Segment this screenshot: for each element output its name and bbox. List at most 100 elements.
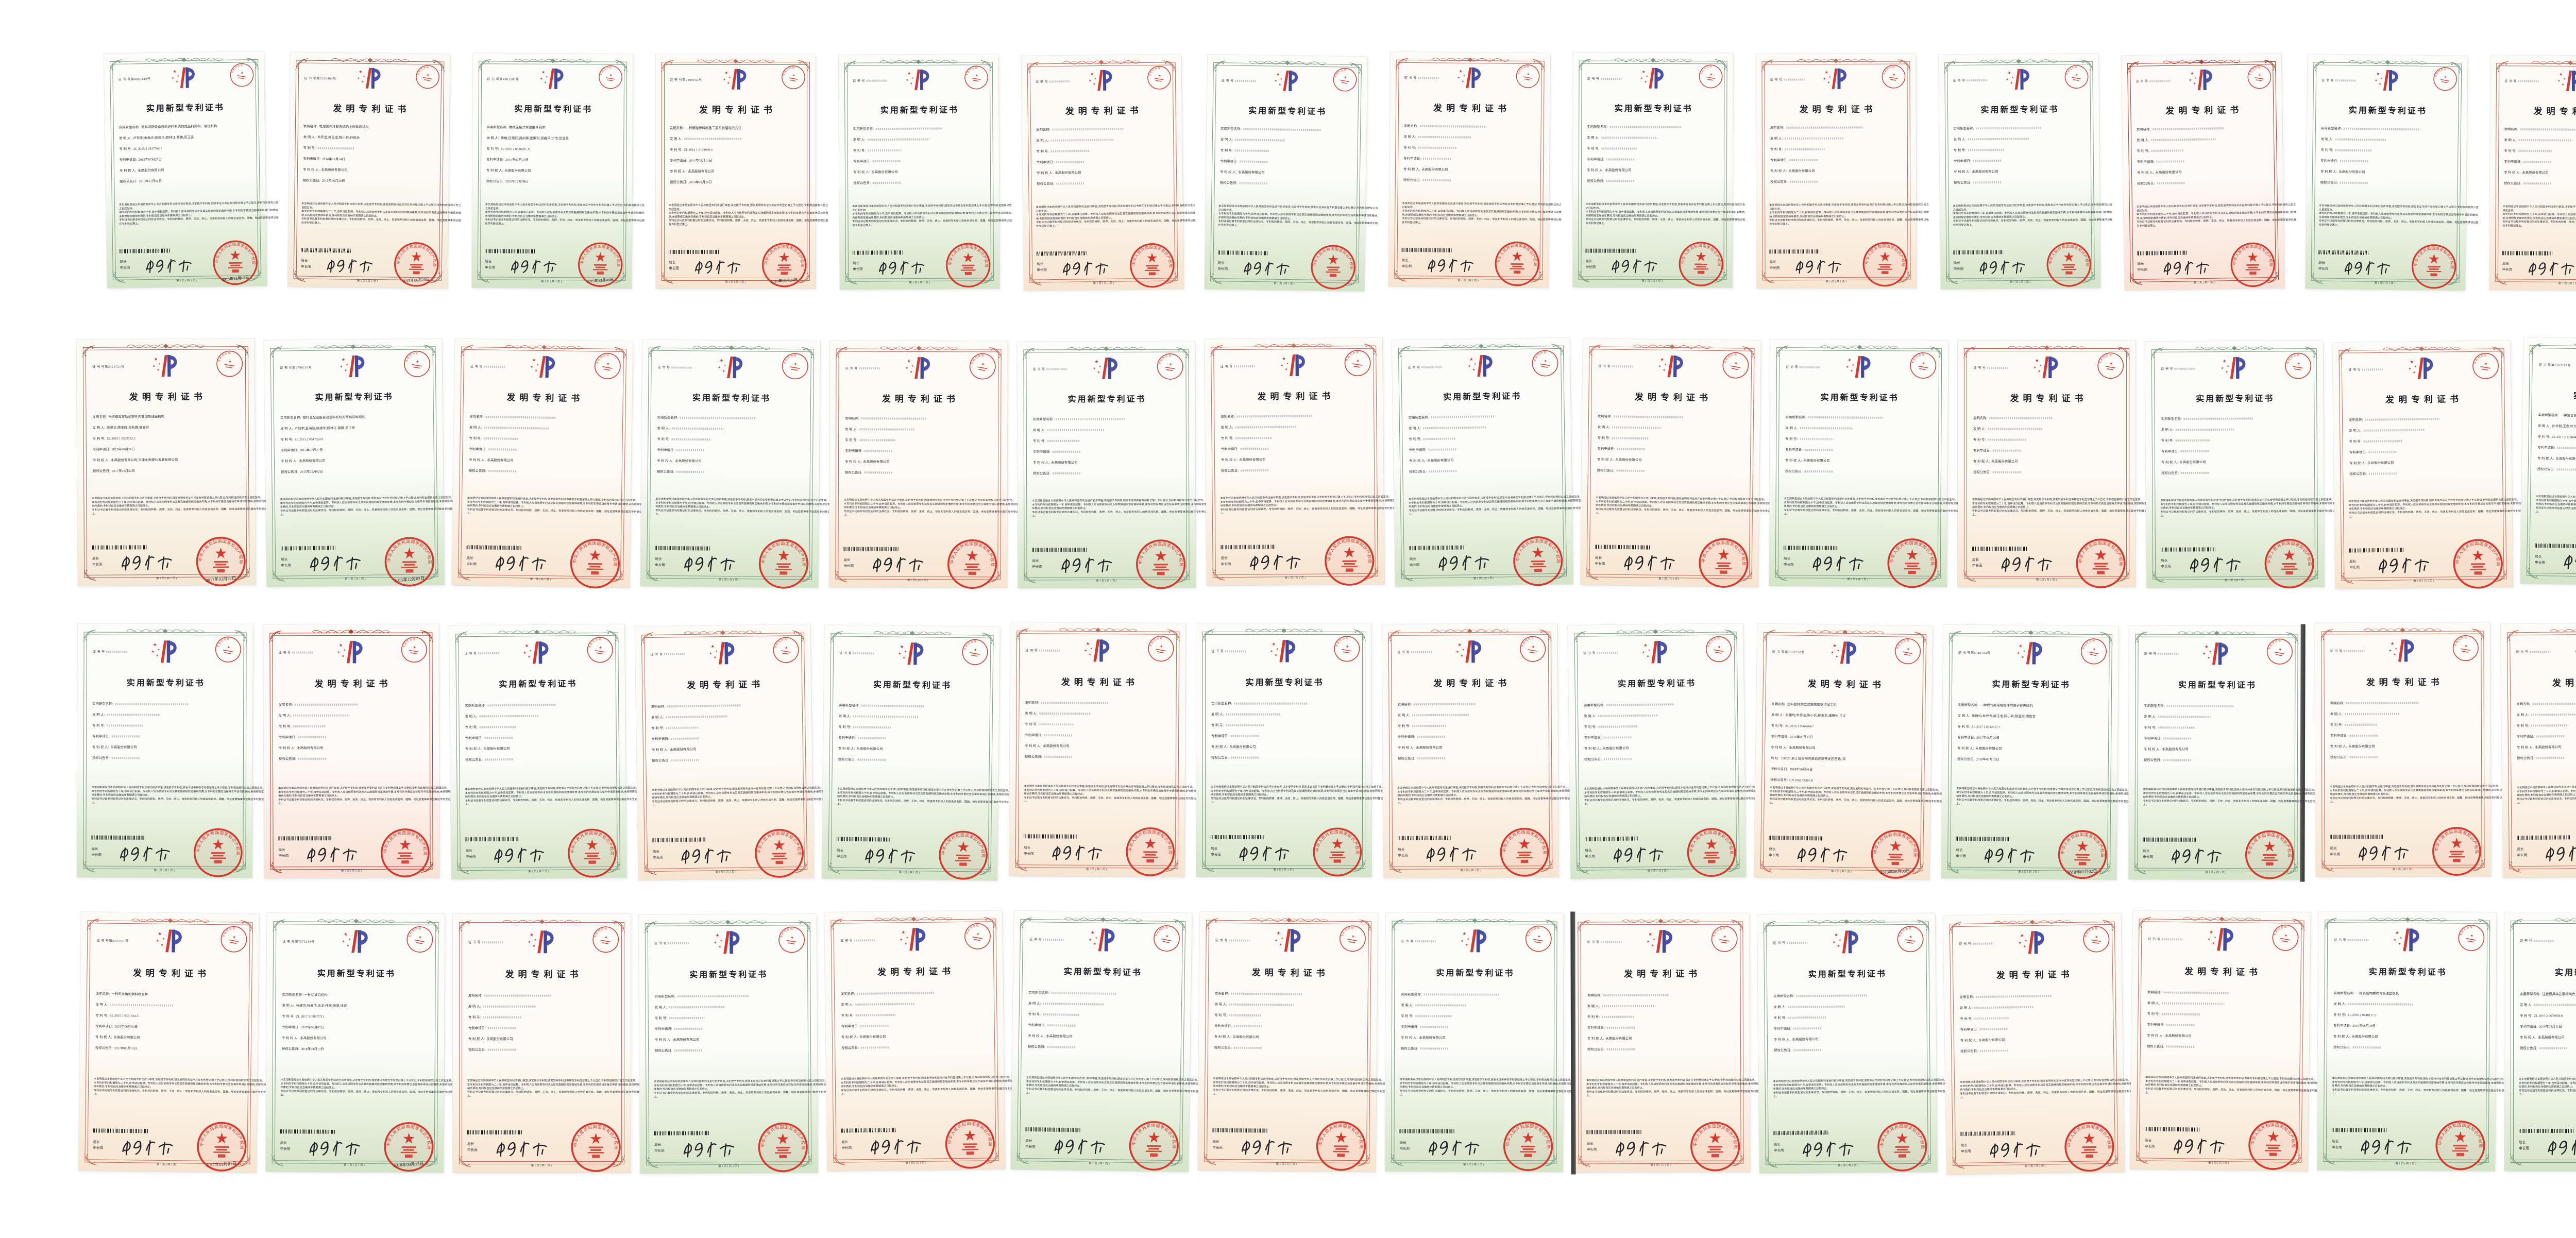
illegible-text-line <box>2531 713 2576 716</box>
illegible-text-line <box>859 439 895 442</box>
corner-flourish <box>1544 1154 1557 1167</box>
corner-flourish <box>2106 1155 2119 1167</box>
field-row-name: 实用新型名称: 一种复合管 <box>2538 413 2576 419</box>
certificate-number: 证 书 号 <box>2520 939 2554 943</box>
illegible-text-line <box>860 1024 890 1027</box>
corner-flourish <box>269 631 282 643</box>
director-block: 局长 申长雨 <box>466 555 477 568</box>
official-seal: 中华人民共和国国家知识产权局 <box>2047 242 2092 287</box>
director-label: 局长 <box>1960 1143 1968 1147</box>
cnipa-logo-icon: ★ ★ ★ ★ <box>357 68 381 89</box>
illegible-text-line <box>1230 992 1302 995</box>
agency-stamp-icon: 专利代办处 ★ <box>781 64 805 89</box>
field-value: 永高股份有限公司 <box>1421 167 1448 172</box>
field-row-grant-date: 授权公告日: <box>2161 470 2311 476</box>
field-value: 永高股份有限公司 <box>486 1037 513 1041</box>
certificate-title: 发明专利证书 <box>129 392 207 402</box>
svg-text:★: ★ <box>240 71 244 75</box>
corner-flourish <box>1398 346 1411 359</box>
director-signature <box>1615 1141 1666 1157</box>
director-block: 局长 申长雨 <box>841 1139 852 1151</box>
certificate-fields: 实用新型名称:注塑模具轴芯滚齿啮合式八爪内螺纹脱芯机构发 明 人:专 利 号:Z… <box>2520 992 2576 1057</box>
svg-text:★: ★ <box>346 943 349 947</box>
field-label: 授权公告日: <box>468 469 486 473</box>
field-row-patentee: 专 利 权 人: 永高股份有限公司 <box>2320 170 2455 176</box>
director-block: 局长 申长雨 <box>2145 1138 2155 1150</box>
certificate-number: 证 书 号 <box>839 651 874 656</box>
illegible-text-line <box>1418 146 1458 149</box>
corner-flourish <box>802 347 815 360</box>
field-value: 永高股份有限公司 <box>1791 1037 1819 1041</box>
illegible-text-line <box>1417 735 1446 738</box>
certificate-number: 证 书 号 <box>853 79 887 83</box>
field-label: 授权公告日: <box>1211 755 1229 759</box>
field-value: 永高股份有限公司 <box>672 1037 700 1042</box>
svg-text:★: ★ <box>1461 654 1464 657</box>
illegible-text-line <box>664 653 685 656</box>
official-seal: 中华人民共和国国家知识产权局 <box>759 539 809 589</box>
director-label: 局长 <box>1221 556 1228 560</box>
corner-flourish <box>1396 57 1409 70</box>
svg-text:★: ★ <box>2375 79 2377 82</box>
svg-text:★: ★ <box>1837 649 1840 652</box>
field-label: 发 明 人: <box>303 135 316 140</box>
cnipa-logo-icon: ★ ★ ★ ★ <box>723 69 747 90</box>
field-label: 发明名称: <box>303 124 318 129</box>
director-signature <box>309 1140 360 1156</box>
corner-flourish <box>830 631 843 643</box>
field-label: 发 明 人: <box>92 713 105 717</box>
field-label: 专 利 号: <box>92 723 105 727</box>
field-label: 专利申请日: <box>2161 449 2179 454</box>
field-value: 永高股份有限公司 <box>2367 461 2394 465</box>
corner-flourish <box>1763 921 1776 933</box>
director-label: 局长 <box>1586 1141 1594 1146</box>
director-block: 局长 申长雨 <box>92 555 103 568</box>
cnipa-logo-icon: ★ ★ ★ ★ <box>1640 68 1664 89</box>
field-row-inventors: 发 明 人: 卢效宇;金海达;徐建华;颜林江;蒋鹏;厉卫民 <box>280 426 430 431</box>
field-row-patent-no: 专 利 号: <box>1953 147 2088 152</box>
field-row-grant-date: 授权公告日: <box>1398 756 1546 761</box>
svg-text:★: ★ <box>343 931 347 937</box>
certificate-number-value <box>105 650 127 654</box>
svg-text:★: ★ <box>1838 939 1841 942</box>
cnipa-logo-icon: ★ ★ ★ ★ <box>530 355 555 378</box>
certificate-number: 证 书 号 <box>1215 938 1250 943</box>
corner-flourish <box>989 347 1002 360</box>
field-row-name: 实用新型名称: <box>1773 993 1923 998</box>
svg-text:★: ★ <box>154 357 158 361</box>
field-label: 发 明 人: <box>853 138 866 142</box>
certificate-number: 证 书 号 <box>1773 941 1808 945</box>
field-row-patentee: 专 利 权 人: 永高股份有限公司 <box>1037 170 1172 176</box>
certificate-title: 发明专利证书 <box>1257 391 1335 402</box>
illegible-text-line <box>487 1048 517 1051</box>
certificate-number: 证 书 号 <box>657 365 692 370</box>
certificate-number-label: 证 书 号 <box>470 364 483 368</box>
illegible-text-line <box>666 726 700 729</box>
field-label: 发明名称: <box>1214 991 1229 995</box>
cnipa-logo-icon: ★ ★ ★ ★ <box>2408 357 2433 379</box>
field-row-app-date: 专利申请日: <box>1214 1024 1364 1029</box>
field-row-app-date: 专利申请日: 2016年08月15日 <box>1771 735 1919 741</box>
corner-flourish <box>1349 62 1362 75</box>
certificate-number-value <box>1413 940 1436 943</box>
illegible-text-line <box>1226 724 1265 726</box>
page-footer: 第1页(共1页) <box>1276 1162 1298 1166</box>
certificate-number-value <box>2334 79 2356 82</box>
field-label: 发明名称: <box>1770 126 1784 130</box>
cnipa-logo-icon: ★ ★ ★ ★ <box>900 928 925 951</box>
field-row-patentee: 专 利 权 人: 永高股份有限公司 <box>469 458 619 464</box>
field-label: 授权公告日: <box>2519 1046 2537 1050</box>
corner-flourish <box>1391 1154 1403 1166</box>
patent-certificate-r3c11: 证 书 号第6940584号 ★ ★ ★ ★ 专利代办处 ★ 实用新型专利证书 … <box>1941 624 2131 880</box>
corner-flourish <box>1388 630 1401 643</box>
svg-text:★: ★ <box>1837 944 1840 948</box>
agency-stamp-icon: 专利代办处 ★ <box>2458 923 2485 951</box>
legal-text: 本发明经过本局依照中华人民共和国专利法进行审查,决定授予专利权,颁发发明专利证书… <box>2137 203 2297 228</box>
director-block: 局长 申长雨 <box>1402 258 1412 270</box>
legal-text: 本实用新型经过本局依照中华人民共和国专利法进行初步审查,决定授予专利权,颁发本证… <box>1032 499 1210 518</box>
cnipa-logo-icon: ★ ★ ★ ★ <box>1823 69 1847 90</box>
field-label: 实用新型名称: <box>1408 415 1429 420</box>
patent-certificate-r4c4: 证 书 号 ★ ★ ★ ★ 专利代办处 ★ 实用新型专利证书 实用新型名称: 发 … <box>638 914 832 1174</box>
svg-text:★: ★ <box>911 365 913 368</box>
corner-flourish <box>2135 632 2148 645</box>
